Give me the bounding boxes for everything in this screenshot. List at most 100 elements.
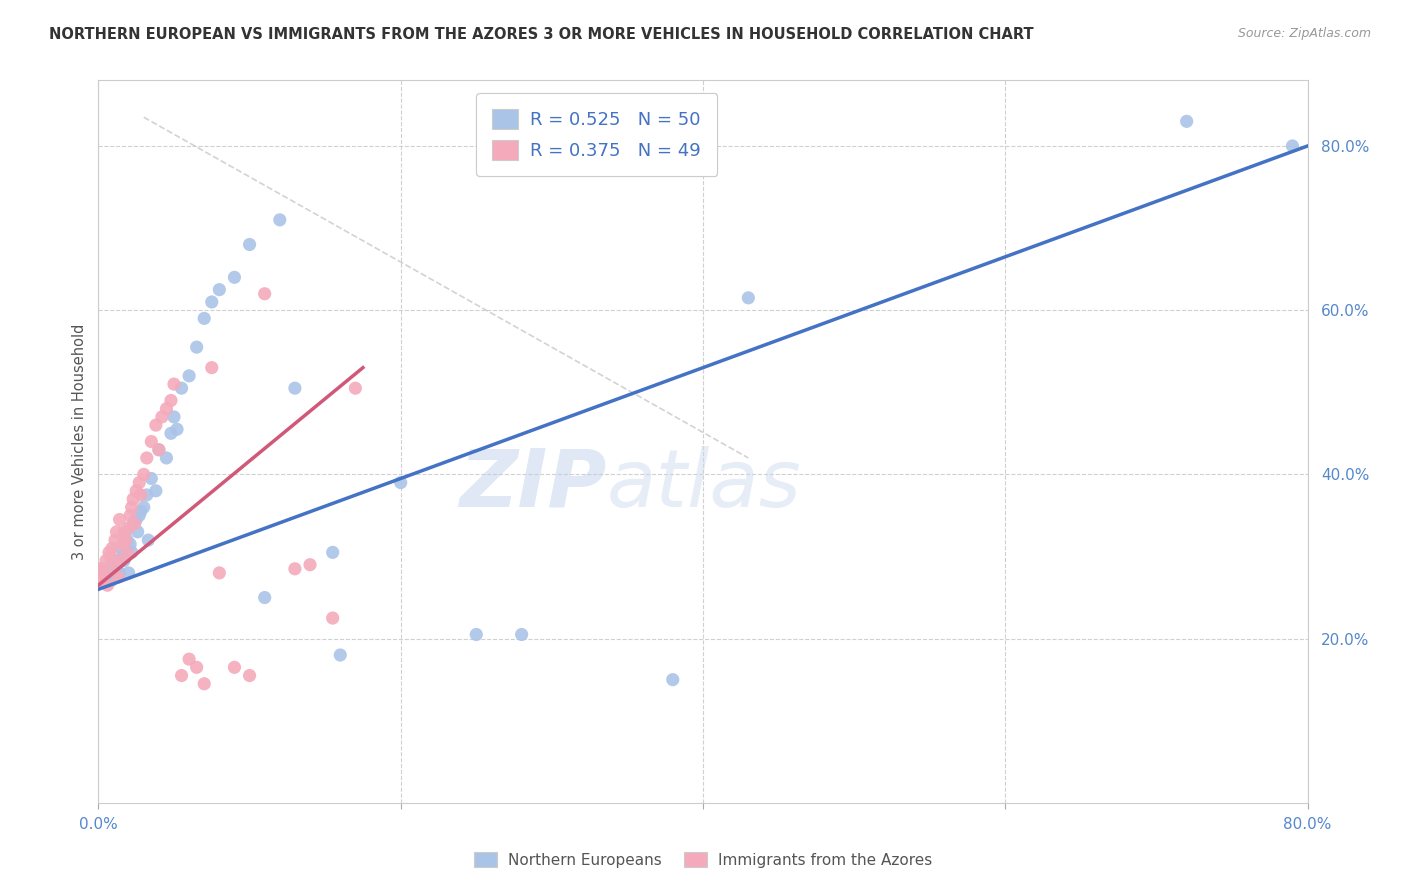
Text: NORTHERN EUROPEAN VS IMMIGRANTS FROM THE AZORES 3 OR MORE VEHICLES IN HOUSEHOLD : NORTHERN EUROPEAN VS IMMIGRANTS FROM THE… (49, 27, 1033, 42)
Point (179, 652, 201, 666)
Point (160, 426, 183, 441)
Point (201, 295, 224, 310)
Legend: Northern Europeans, Immigrants from the Azores: Northern Europeans, Immigrants from the … (467, 844, 939, 875)
Point (122, 516, 145, 531)
Point (90, 574, 112, 588)
Point (135, 450, 157, 465)
Point (135, 488, 157, 502)
Point (1175, 114, 1198, 128)
Point (94, 553, 117, 567)
Point (299, 558, 322, 572)
Point (284, 562, 307, 576)
Point (128, 475, 150, 490)
Point (118, 566, 141, 580)
Point (114, 533, 136, 547)
Text: atlas: atlas (606, 446, 801, 524)
Point (269, 212, 291, 227)
Point (96, 570, 118, 584)
Point (284, 381, 307, 395)
Point (105, 562, 128, 576)
Point (239, 668, 262, 682)
Point (103, 558, 125, 572)
Point (112, 524, 135, 539)
Point (253, 591, 276, 605)
Point (121, 545, 143, 559)
Point (344, 381, 367, 395)
Point (150, 409, 173, 424)
Point (112, 553, 135, 567)
Point (329, 648, 352, 662)
Point (124, 516, 146, 531)
Point (141, 471, 163, 485)
Point (93, 566, 115, 580)
Point (145, 483, 167, 498)
Point (127, 524, 149, 539)
Point (129, 504, 152, 518)
Point (91, 562, 114, 576)
Point (100, 574, 122, 588)
Point (163, 409, 186, 424)
Point (208, 283, 231, 297)
Point (239, 237, 262, 252)
Point (121, 500, 143, 515)
Point (107, 570, 129, 584)
Point (108, 512, 131, 526)
Point (132, 500, 155, 515)
Point (105, 524, 128, 539)
Point (510, 627, 533, 641)
Point (125, 483, 148, 498)
Point (118, 521, 141, 535)
Point (115, 545, 138, 559)
Point (111, 537, 134, 551)
Point (465, 627, 488, 641)
Point (108, 566, 131, 580)
Point (110, 553, 132, 567)
Point (208, 566, 231, 580)
Point (115, 533, 138, 547)
Point (661, 673, 683, 687)
Point (89, 562, 111, 576)
Point (193, 677, 215, 691)
Text: Source: ZipAtlas.com: Source: ZipAtlas.com (1237, 27, 1371, 40)
Point (103, 558, 125, 572)
Point (224, 660, 246, 674)
Point (141, 434, 163, 449)
Point (107, 553, 129, 567)
Point (1281, 139, 1303, 153)
Point (120, 508, 142, 523)
Point (120, 537, 142, 551)
Point (253, 286, 276, 301)
Point (155, 450, 177, 465)
Legend: R = 0.525   N = 50, R = 0.375   N = 49: R = 0.525 N = 50, R = 0.375 N = 49 (477, 93, 717, 176)
Point (322, 611, 344, 625)
Point (122, 491, 145, 506)
Point (136, 533, 159, 547)
Point (114, 524, 136, 539)
Point (132, 467, 155, 482)
Point (155, 401, 177, 416)
Point (201, 360, 224, 375)
Point (737, 291, 759, 305)
Point (170, 668, 193, 682)
Point (100, 549, 122, 564)
Point (186, 660, 208, 674)
Point (170, 381, 193, 395)
Point (166, 422, 188, 436)
Point (224, 270, 246, 285)
Point (186, 340, 208, 354)
Point (101, 541, 124, 556)
Point (193, 311, 215, 326)
Point (160, 393, 183, 408)
Point (125, 512, 148, 526)
Point (96, 578, 118, 592)
Point (98, 545, 121, 559)
Point (145, 418, 167, 433)
Text: ZIP: ZIP (458, 446, 606, 524)
Point (148, 442, 170, 457)
Y-axis label: 3 or more Vehicles in Household: 3 or more Vehicles in Household (72, 324, 87, 559)
Point (91, 570, 114, 584)
Point (148, 442, 170, 457)
Point (129, 488, 152, 502)
Point (322, 545, 344, 559)
Point (128, 508, 150, 523)
